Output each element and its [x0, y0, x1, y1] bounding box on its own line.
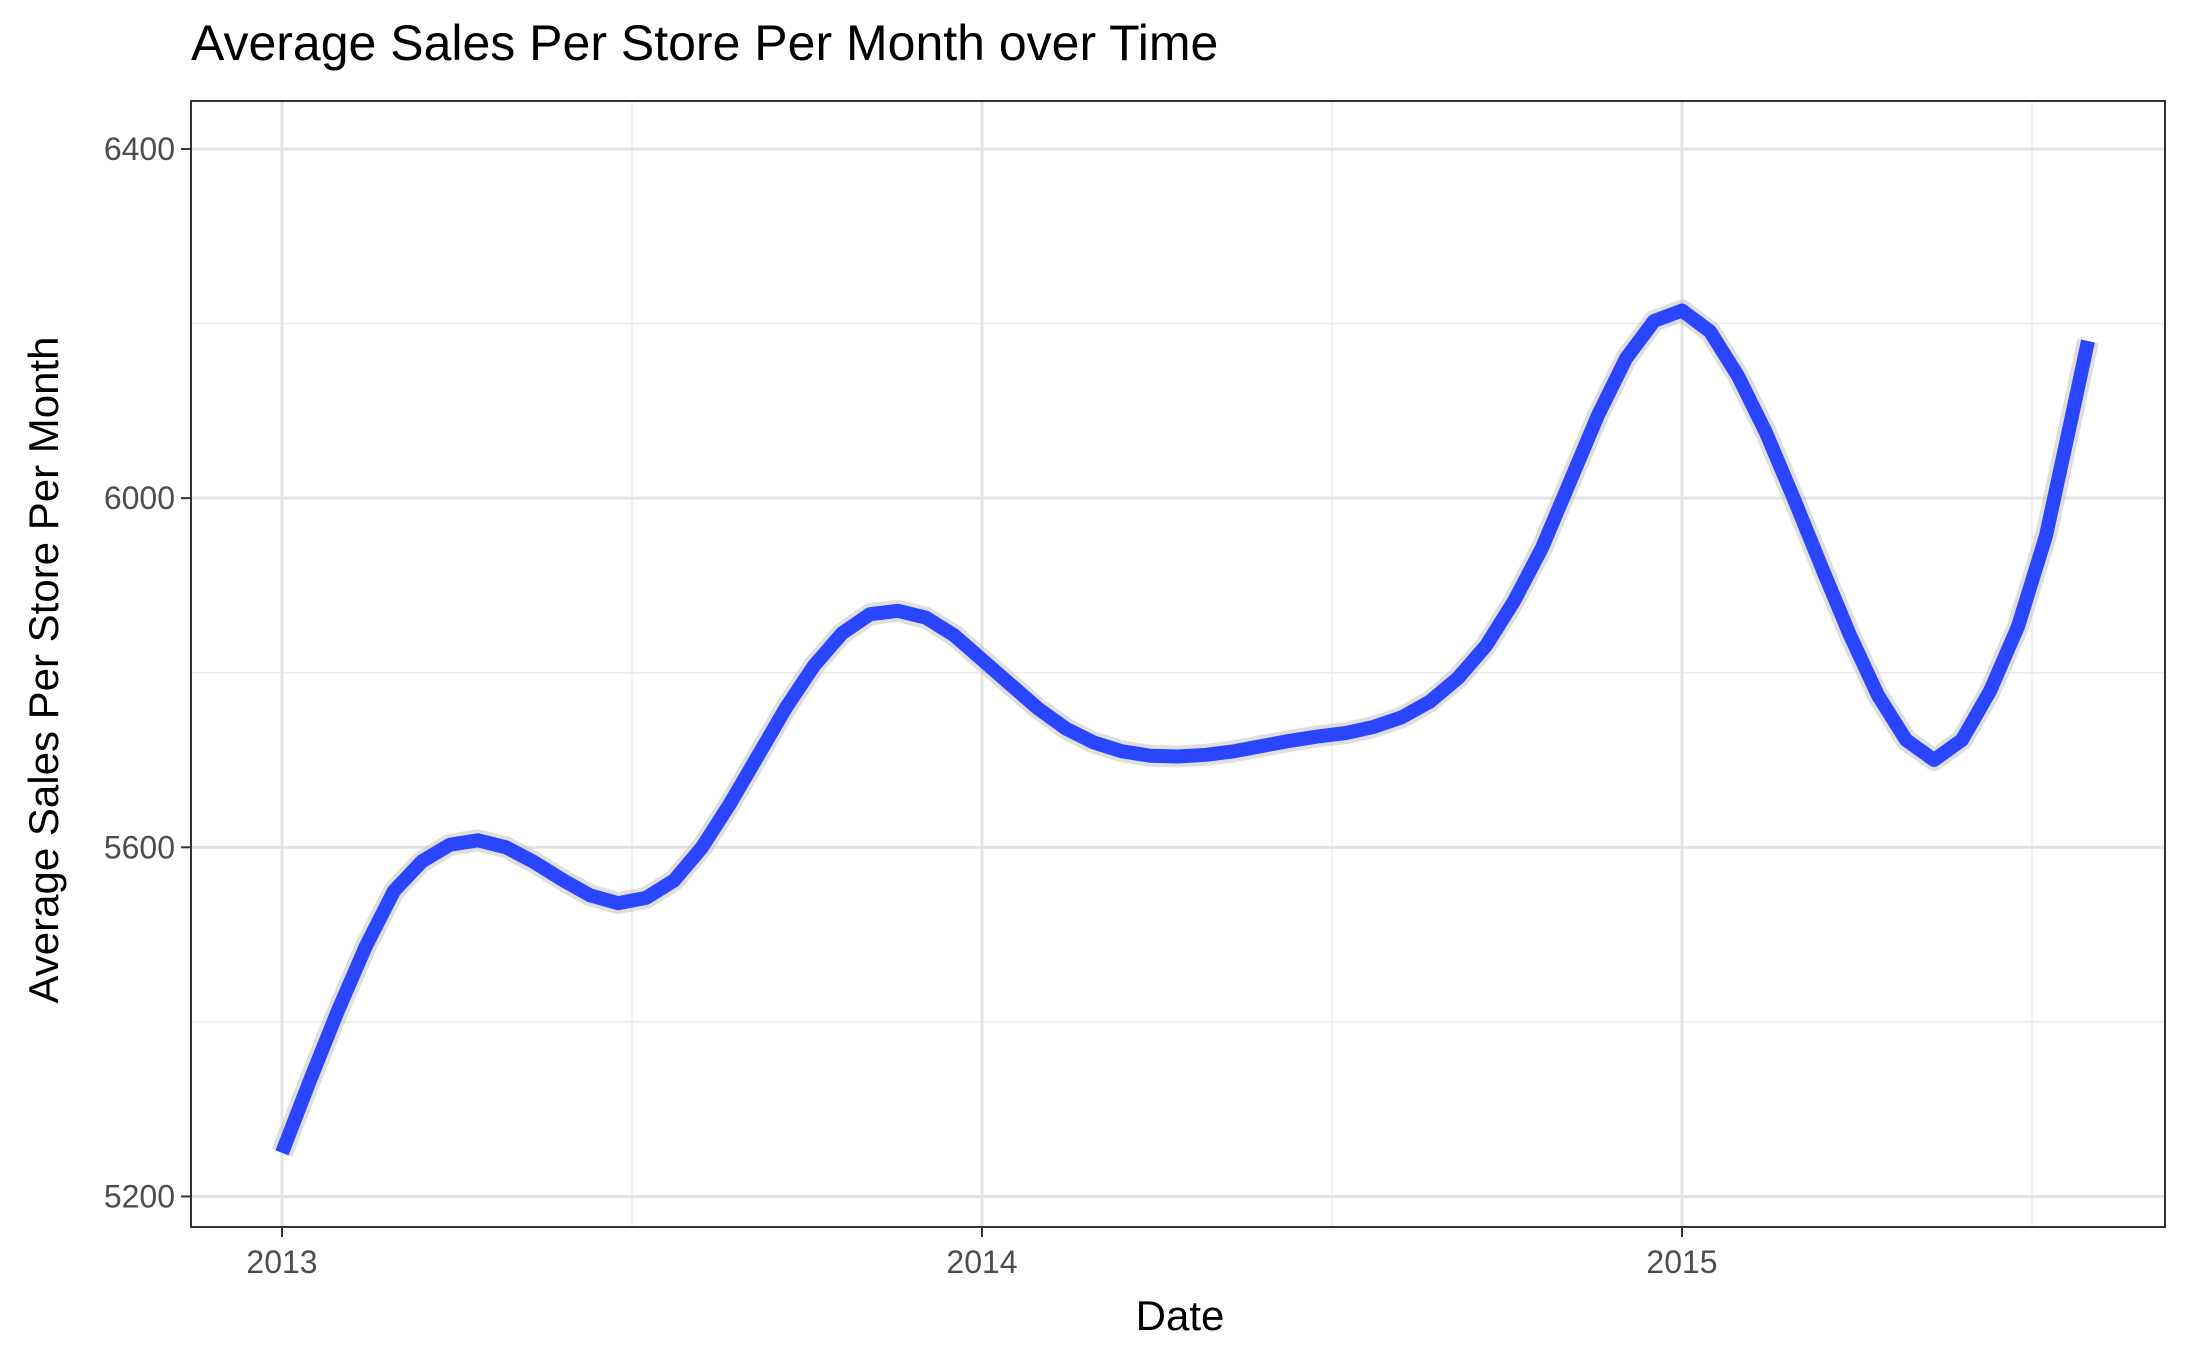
x-tick-label: 2015	[1646, 1244, 1717, 1280]
axis-ticks	[181, 148, 1683, 1237]
tick-labels: 2013 2014 2015 5200 5600 6000 6400	[104, 131, 1718, 1280]
x-axis-title: Date	[1136, 1292, 1225, 1339]
y-axis-title: Average Sales Per Store Per Month	[20, 337, 67, 1004]
plot-panel-border	[190, 100, 2166, 1228]
chart-title: Average Sales Per Store Per Month over T…	[191, 15, 1218, 71]
minor-gridlines	[191, 101, 2165, 1227]
series-layer	[271, 299, 2099, 1157]
y-tick-label: 5200	[104, 1178, 175, 1214]
y-tick-label: 5600	[104, 829, 175, 865]
confidence-band	[271, 299, 2099, 1157]
x-tick-label: 2014	[946, 1244, 1017, 1280]
y-tick-label: 6400	[104, 131, 175, 167]
series-line	[275, 303, 2095, 1156]
y-tick-label: 6000	[104, 480, 175, 516]
x-tick-label: 2013	[246, 1244, 317, 1280]
